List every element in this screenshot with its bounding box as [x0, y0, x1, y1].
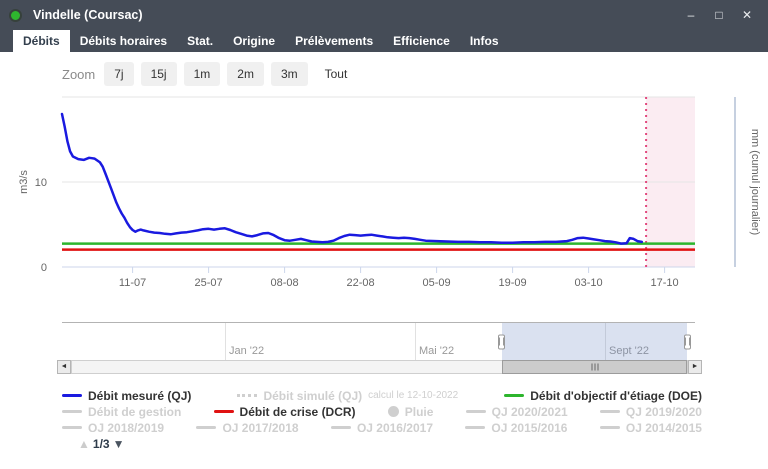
legend-marker-line	[196, 426, 217, 429]
legend-marker-line	[465, 426, 486, 429]
close-button[interactable]: ✕	[741, 8, 753, 22]
tab-prelevements[interactable]: Prélèvements	[295, 34, 374, 48]
tab-origine[interactable]: Origine	[233, 34, 276, 48]
tab-stat[interactable]: Stat.	[187, 34, 214, 48]
legend-item-doe[interactable]: Débit d'objectif d'étiage (DOE)	[504, 389, 702, 403]
main-chart[interactable]: 0 10 11-07 25-07 08-08 22-08 05-09 19-09 03-10 17…	[0, 88, 768, 303]
x-tick-label: 03-10	[575, 277, 603, 289]
window-title: Vindelle (Coursac)	[33, 8, 143, 22]
legend-item-qj-2020-2021[interactable]: QJ 2020/2021	[465, 405, 568, 419]
measured-series-line	[60, 112, 644, 245]
zoom-button-3m[interactable]: 3m	[270, 62, 308, 86]
x-tick-label: 11-07	[119, 277, 146, 289]
navigator-selected-range[interactable]	[501, 323, 687, 361]
legend-item-qj-2018-2019[interactable]: QJ 2018/2019	[62, 421, 164, 432]
chart-legend: Débit mesuré (QJ) Débit simulé (QJ) calc…	[62, 388, 702, 432]
window-titlebar: Vindelle (Coursac) – □ ✕	[0, 0, 768, 30]
zoom-button-tout[interactable]: Tout	[314, 62, 358, 86]
navigator-handle-left[interactable]	[498, 334, 506, 349]
legend-row: Débit de gestion Débit de crise (DCR) Pl…	[62, 404, 702, 419]
tab-debits[interactable]: Débits	[13, 30, 70, 52]
legend-item-dcr[interactable]: Débit de crise (DCR)	[213, 405, 356, 419]
horizontal-scrollbar: ◄ ►	[57, 360, 702, 374]
navigator-gridline	[224, 323, 226, 360]
legend-item-debit-simule[interactable]: Débit simulé (QJ) calcul le 12-10-2022	[237, 389, 458, 403]
legend-item-debit-mesure[interactable]: Débit mesuré (QJ)	[62, 389, 191, 403]
tab-infos[interactable]: Infos	[469, 34, 499, 48]
legend-marker-line	[465, 410, 486, 413]
legend-row: QJ 2018/2019 QJ 2017/2018 QJ 2016/2017 Q…	[62, 420, 702, 432]
zoom-button-2m[interactable]: 2m	[227, 62, 264, 86]
legend-page-up-icon[interactable]: ▲	[78, 437, 90, 451]
legend-marker-line	[62, 410, 82, 413]
navigator-handle-right[interactable]	[683, 334, 691, 349]
scrollbar-thumb[interactable]	[502, 360, 687, 374]
legend-item-qj-2017-2018[interactable]: QJ 2017/2018	[196, 421, 299, 432]
zoom-label: Zoom	[62, 66, 96, 82]
legend-page-number: 1/3	[92, 437, 110, 451]
legend-item-qj-2019-2020[interactable]: QJ 2019/2020	[599, 405, 702, 419]
window-controls: – □ ✕	[684, 0, 754, 30]
y-tick-label: 0	[41, 262, 47, 274]
legend-item-qj-2015-2016[interactable]: QJ 2015/2016	[465, 421, 567, 432]
scrollbar-left-arrow-icon[interactable]: ◄	[57, 360, 71, 374]
legend-pager: ▲ 1/3 ▼	[78, 437, 124, 451]
zoom-button-15j[interactable]: 15j	[140, 62, 177, 86]
legend-item-qj-2014-2015[interactable]: QJ 2014/2015	[599, 421, 702, 432]
x-tick-label: 22-08	[347, 277, 375, 289]
y-axis-title: m3/s	[18, 170, 30, 194]
tab-debits-horaires[interactable]: Débits horaires	[79, 34, 168, 48]
legend-marker-circle	[387, 406, 399, 417]
tab-efficience[interactable]: Efficience	[393, 34, 450, 48]
navigator-label: Mai '22	[419, 345, 455, 357]
maximize-button[interactable]: □	[715, 8, 723, 22]
legend-marker-line	[504, 394, 525, 397]
navigator-label: Sept '22	[608, 345, 650, 357]
minimize-button[interactable]: –	[687, 8, 695, 22]
legend-item-pluie[interactable]: Pluie	[387, 405, 433, 419]
legend-marker-line	[599, 410, 620, 413]
legend-row: Débit mesuré (QJ) Débit simulé (QJ) calc…	[62, 388, 702, 403]
legend-marker-line	[599, 426, 620, 429]
navigator-gridline	[415, 323, 417, 360]
navigator-label: Jan '22	[228, 345, 265, 357]
x-tick-label: 25-07	[195, 277, 223, 289]
x-tick-label: 05-09	[423, 277, 451, 289]
legend-marker-dotted-line	[237, 394, 258, 397]
navigator: Jan '22 Mai '22 Sept '22	[62, 322, 695, 361]
status-dot-icon	[9, 8, 22, 22]
scrollbar-right-arrow-icon[interactable]: ►	[688, 360, 702, 374]
x-tick-label: 19-09	[499, 277, 527, 289]
tab-bar: Débits Débits horaires Stat. Origine Pré…	[0, 30, 768, 52]
x-tick-label: 17-10	[651, 277, 679, 289]
zoom-button-7j[interactable]: 7j	[104, 62, 134, 86]
legend-marker-line	[62, 426, 82, 429]
navigator-gridline	[604, 323, 606, 360]
x-tick-label: 08-08	[271, 277, 299, 289]
legend-marker-line	[330, 426, 351, 429]
range-selector: Zoom 7j 15j 1m 2m 3m Tout	[62, 62, 358, 86]
legend-item-debit-gestion[interactable]: Débit de gestion	[62, 405, 181, 419]
zoom-button-1m[interactable]: 1m	[183, 62, 221, 86]
y-tick-label: 10	[35, 177, 47, 189]
legend-marker-line	[62, 394, 82, 397]
legend-item-qj-2016-2017[interactable]: QJ 2016/2017	[330, 421, 433, 432]
right-axis-title: mm (cumul journalier)	[749, 129, 761, 235]
legend-marker-line	[213, 410, 234, 413]
legend-page-down-icon[interactable]: ▼	[112, 437, 125, 451]
